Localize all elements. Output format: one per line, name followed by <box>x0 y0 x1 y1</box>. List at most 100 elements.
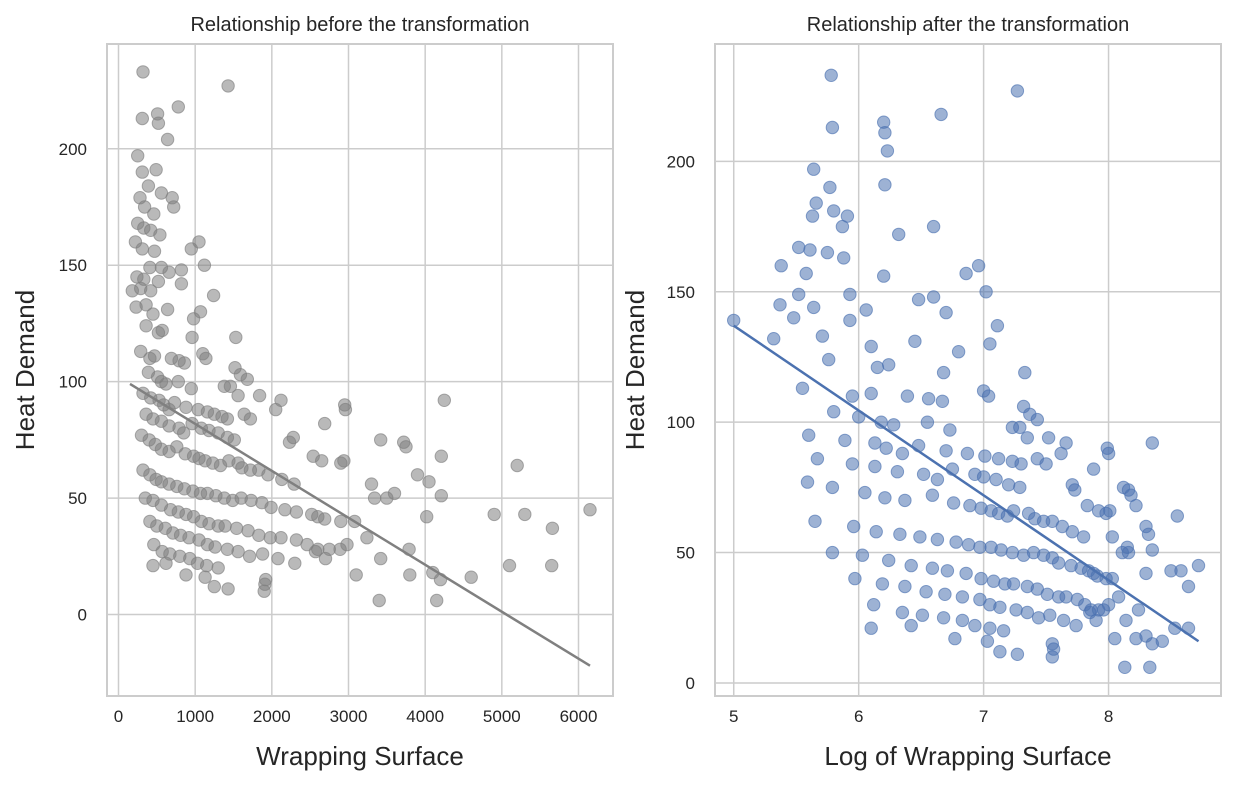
right-plot-data-point <box>727 313 741 328</box>
left-plot-data-point <box>193 305 208 319</box>
left-plot-data-point <box>174 277 189 291</box>
left-plot-data-point <box>337 454 351 468</box>
right-plot-data-point <box>951 345 966 359</box>
left-plot-data-point <box>252 388 267 403</box>
left-plot-data-point <box>221 582 235 596</box>
right-plot-data-point <box>879 441 893 455</box>
right-plot-data-point <box>875 577 890 591</box>
left-plot-ytick-label: 200 <box>59 140 87 159</box>
right-plot-data-point <box>870 360 885 375</box>
right-plot-data-point <box>1191 558 1206 573</box>
right-plot-data-point <box>867 598 881 612</box>
left-plot-data-point <box>167 395 182 410</box>
left-plot-data-point <box>360 531 374 545</box>
left-plot-data-point <box>229 330 243 345</box>
right-plot-data-point <box>869 525 883 539</box>
left-plot-points <box>125 65 597 608</box>
right-plot-data-point <box>1108 631 1122 646</box>
left-plot-data-point <box>229 521 244 535</box>
left-plot-xtick-label: 0 <box>114 707 123 726</box>
right-plot-title: Relationship after the transformation <box>807 14 1129 36</box>
left-plot-data-point <box>159 556 173 570</box>
right-plot-data-point <box>807 162 821 176</box>
right-plot-data-point <box>921 392 936 406</box>
right-plot-data-point <box>1143 660 1157 674</box>
right-plot-data-point <box>940 564 955 578</box>
left-plot-data-point <box>487 507 501 522</box>
left-plot-data-point <box>244 493 258 508</box>
right-plot-data-point <box>1041 431 1056 445</box>
left-plot-data-point <box>139 298 153 312</box>
left-plot-data-point <box>243 412 258 426</box>
right-plot-data-point <box>973 540 987 554</box>
left-plot-data-point <box>420 510 434 524</box>
left-plot-data-point <box>347 514 362 529</box>
right-plot-data-point <box>1139 629 1153 643</box>
left-plot-data-point <box>289 505 304 519</box>
right-plot-data-point <box>815 329 830 343</box>
right-plot-data-point <box>926 290 941 304</box>
left-plot-data-point <box>131 149 145 163</box>
right-plot-data-point <box>893 527 907 541</box>
left-plot-ytick-label: 100 <box>59 373 87 392</box>
right-plot-data-point <box>858 485 872 500</box>
right-plot-data-point <box>1065 525 1080 539</box>
right-plot-data-point <box>990 319 1005 333</box>
right-plot-xtick-label: 8 <box>1104 707 1113 726</box>
right-plot-data-point <box>787 311 801 325</box>
right-plot-data-point <box>963 498 977 513</box>
right-plot-data-point <box>1168 621 1182 635</box>
left-plot-xtick-label: 5000 <box>483 707 521 726</box>
left-plot-data-point <box>583 503 597 517</box>
right-plot-data-point <box>1181 621 1196 635</box>
right-plot-data-point <box>1010 84 1025 98</box>
right-plot-data-point <box>1145 543 1160 557</box>
right-plot-data-point <box>1030 412 1045 427</box>
right-plot-data-point <box>774 259 788 273</box>
right-plot-data-point <box>792 240 806 255</box>
right-plot-data-point <box>895 605 910 620</box>
left-plot-data-point <box>367 491 382 505</box>
left-plot-data-point <box>318 512 332 526</box>
right-plot-data-point <box>1141 527 1156 541</box>
left-plot-data-point <box>162 265 176 279</box>
left-plot-panel: Relationship before the transformation 0… <box>10 14 614 771</box>
left-plot-data-point <box>318 416 332 431</box>
left-plot-data-point <box>155 323 169 338</box>
right-plot-data-point <box>1131 603 1146 617</box>
right-plot-data-point <box>983 337 997 351</box>
left-plot-data-point <box>179 400 193 414</box>
right-plot-data-point <box>1121 545 1136 560</box>
left-plot-data-point <box>159 377 173 391</box>
right-plot-data-point <box>974 571 988 586</box>
left-plot-data-point <box>135 111 150 126</box>
left-plot-data-point <box>269 402 283 417</box>
right-plot-xtick-label: 6 <box>854 707 863 726</box>
right-plot-data-point <box>949 535 963 549</box>
left-plot-data-point <box>221 79 235 93</box>
left-plot-data-point <box>426 565 440 580</box>
right-plot-data-point <box>808 514 822 528</box>
right-plot-data-point <box>1018 365 1032 380</box>
right-plot-data-point <box>908 334 922 348</box>
left-plot-data-point <box>274 531 288 545</box>
right-plot-data-point <box>892 227 906 242</box>
left-plot-data-point <box>287 477 301 491</box>
right-plot-data-point <box>971 259 986 273</box>
right-plot-data-point <box>825 545 840 560</box>
right-plot-data-point <box>810 452 825 466</box>
right-plot-data-point <box>1043 608 1057 622</box>
right-plot-data-point <box>1086 462 1101 476</box>
left-plot-data-point <box>135 242 150 256</box>
right-plot-data-point <box>807 300 821 315</box>
left-plot-data-point <box>223 379 238 393</box>
left-plot-data-point <box>208 540 222 554</box>
right-plot-data-point <box>935 394 950 408</box>
right-plot-data-point <box>1009 603 1023 617</box>
right-plot-data-point <box>920 415 935 429</box>
right-plot-data-point <box>1013 480 1027 495</box>
right-plot-data-point <box>1119 613 1133 628</box>
right-plot-points <box>727 68 1206 674</box>
left-plot-data-point <box>198 570 212 584</box>
left-plot-data-point <box>141 179 156 193</box>
